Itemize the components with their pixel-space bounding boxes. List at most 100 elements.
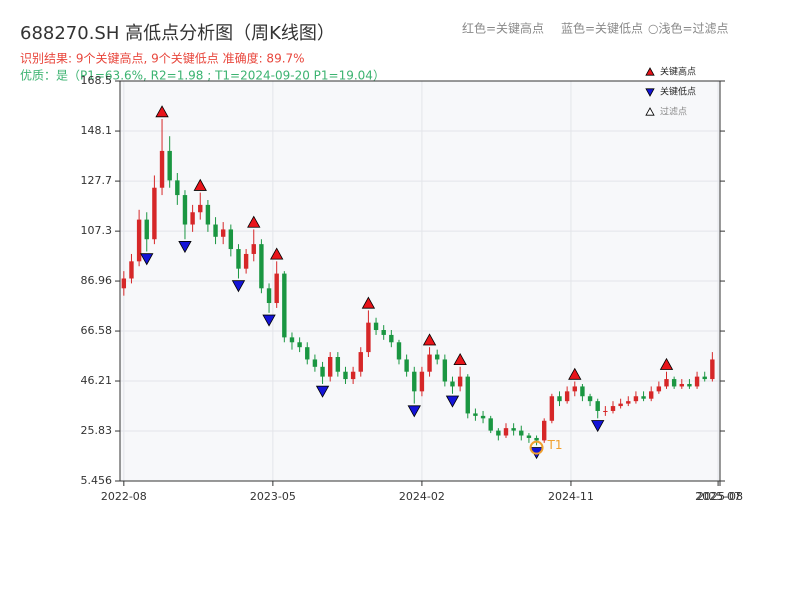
candle-body — [373, 322, 379, 331]
legend-label: 过滤点 — [660, 106, 687, 118]
candle-body — [671, 379, 677, 387]
candle-body — [335, 356, 341, 372]
candle-body — [213, 224, 218, 237]
candle-body — [182, 195, 188, 225]
key-point-marker — [659, 357, 674, 370]
chart-title: 688270.SH 高低点分析图（周K线图） — [20, 23, 335, 44]
candle-body — [136, 219, 142, 262]
key-point-marker — [453, 352, 467, 366]
candle-body — [274, 273, 279, 304]
key-point-marker — [315, 385, 330, 398]
candle-body — [350, 371, 356, 380]
candle-body — [557, 396, 562, 402]
candle-body — [480, 415, 486, 419]
candle-body — [580, 386, 585, 397]
candle-body — [228, 229, 234, 250]
candle-body — [450, 381, 455, 387]
y-tick-label: 148.1 — [81, 124, 113, 137]
top-legend: 蓝色=关键低点 — [561, 22, 643, 36]
candle-body — [496, 430, 501, 436]
x-tick-label: 2024-02 — [399, 490, 445, 503]
y-tick-label: 66.58 — [81, 324, 113, 337]
t1-label: T1 — [547, 438, 563, 452]
candle-body — [434, 354, 440, 360]
x-tick-label: 2025-07 — [695, 490, 741, 503]
key-point-marker — [155, 105, 169, 118]
candle-body — [633, 396, 639, 402]
candle-body — [175, 180, 180, 196]
candle-body — [381, 330, 386, 335]
candle-body — [266, 288, 272, 304]
candle-body — [305, 347, 310, 360]
x-tick-label: 2024-11 — [548, 490, 594, 503]
candle-body — [641, 396, 646, 399]
candle-body — [710, 359, 715, 380]
candle-body — [297, 342, 302, 348]
candle-body — [603, 410, 608, 412]
candle-body — [412, 371, 417, 392]
candle-body — [121, 278, 127, 289]
legend-marker — [645, 67, 655, 76]
y-tick-label: 5.456 — [81, 474, 113, 487]
legend-marker — [645, 107, 655, 116]
candle-body — [327, 356, 333, 377]
candle-body — [694, 376, 700, 387]
y-tick-label: 25.83 — [81, 424, 113, 437]
top-legend: 红色=关键高点 — [462, 21, 544, 36]
candle-body — [656, 386, 662, 392]
y-tick-label: 46.21 — [81, 374, 113, 387]
candle-body — [542, 420, 547, 441]
x-tick-label: 2023-05 — [250, 490, 296, 503]
candle-body — [442, 359, 448, 382]
candle-body — [564, 391, 570, 402]
candle-body — [465, 376, 470, 414]
candle-body — [389, 334, 394, 343]
x-tick-label: 2022-08 — [101, 490, 147, 503]
candle-body — [129, 261, 134, 279]
candle-body — [343, 371, 348, 380]
candle-body — [618, 403, 623, 407]
quality-text: 优质：是（P1=63.6%, R2=1.98 ; T1=2024-09-20 P… — [20, 69, 385, 83]
candle-body — [396, 342, 402, 360]
candle-body — [419, 371, 425, 392]
key-point-marker — [178, 241, 192, 254]
key-point-marker — [422, 333, 437, 346]
subtitle: 识别结果: 9个关键高点, 9个关键低点 准确度: 89.7% — [20, 51, 305, 66]
candle-body — [259, 244, 264, 289]
candle-body — [167, 150, 172, 181]
candle-body — [358, 352, 363, 372]
candle-body — [664, 379, 669, 387]
candle-body — [289, 337, 295, 343]
candle-body — [220, 229, 226, 237]
y-tick-label: 107.3 — [81, 224, 113, 237]
candle-body — [243, 253, 249, 269]
candle-body — [159, 150, 165, 188]
candle-body — [427, 354, 432, 372]
candle-body — [534, 437, 539, 441]
candle-body — [488, 418, 493, 431]
key-point-marker — [361, 296, 376, 309]
candle-body — [503, 428, 509, 436]
candle-body — [702, 376, 707, 380]
candle-body — [572, 386, 577, 392]
candle-body — [236, 249, 241, 269]
candle-body — [587, 396, 593, 402]
key-point-marker — [270, 247, 284, 260]
key-point-marker — [445, 395, 460, 408]
candle-body — [687, 383, 692, 387]
legend-marker — [645, 88, 655, 97]
candle-body — [595, 401, 600, 411]
legend-label: 关键低点 — [660, 86, 696, 98]
key-point-marker — [591, 420, 605, 433]
key-point-marker — [407, 405, 421, 418]
candle-body — [473, 413, 478, 416]
y-tick-label: 168.5 — [81, 74, 113, 87]
candle-body — [526, 435, 532, 438]
candle-body — [152, 187, 157, 240]
candle-body — [457, 376, 463, 387]
key-point-marker — [140, 253, 154, 266]
legend-label: 关键高点 — [660, 66, 696, 78]
candle-body — [205, 204, 211, 225]
candle-body — [404, 359, 409, 372]
